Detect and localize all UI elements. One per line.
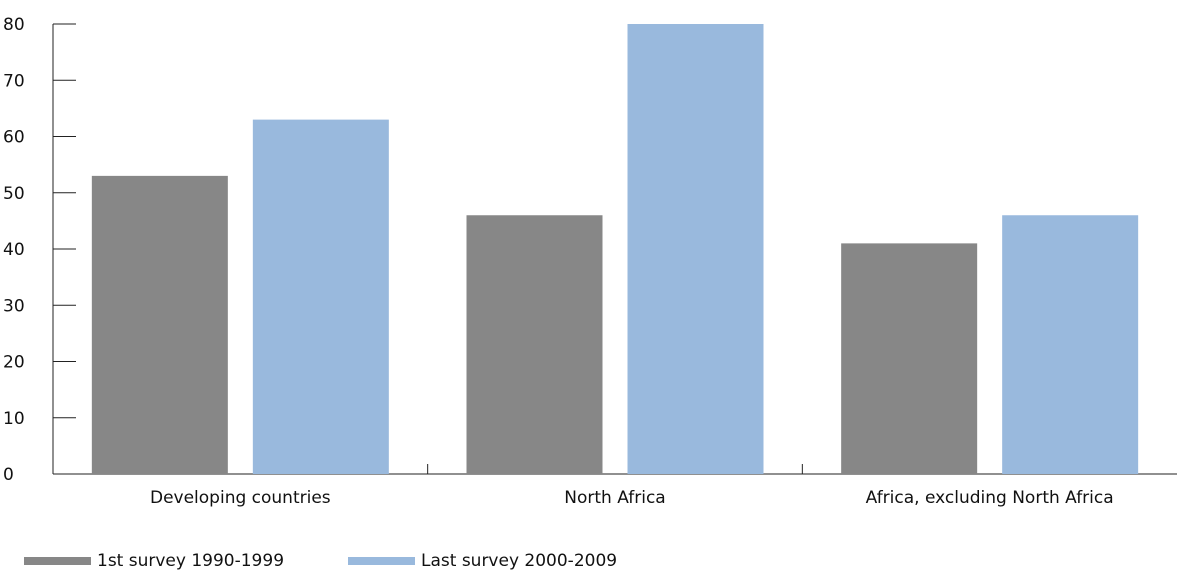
legend-label: Last survey 2000-2009	[421, 551, 617, 571]
x-category-label: Developing countries	[150, 488, 331, 508]
legend-swatch	[24, 557, 91, 565]
legend-label: 1st survey 1990-1999	[97, 551, 284, 571]
x-axis	[53, 464, 1177, 475]
legend-swatch	[348, 557, 415, 565]
y-tick-label: 70	[3, 71, 25, 91]
bar-last-survey-1	[252, 119, 389, 474]
y-tick-label: 80	[3, 15, 25, 35]
bars	[91, 24, 1139, 474]
y-tick-label: 30	[3, 296, 25, 316]
legend: 1st survey 1990-1999 Last survey 2000-200…	[24, 551, 617, 571]
y-tick-label: 60	[3, 128, 25, 148]
bar-first-survey-2	[466, 215, 603, 474]
category-labels: Developing countries North Africa Africa, …	[150, 488, 1114, 508]
y-axis: 0 10 20 30 40 50 60 70 80	[3, 15, 76, 485]
bar-last-survey-2	[627, 24, 764, 474]
bar-last-survey-3	[1002, 215, 1139, 474]
x-category-label: North Africa	[564, 488, 665, 508]
bar-first-survey-1	[91, 175, 228, 474]
x-category-label: Africa, excluding North Africa	[866, 488, 1114, 508]
y-tick-label: 40	[3, 240, 25, 260]
y-tick-label: 0	[3, 465, 14, 485]
y-tick-label: 20	[3, 353, 25, 373]
y-tick-label: 50	[3, 184, 25, 204]
bar-first-survey-3	[841, 243, 978, 474]
y-tick-label: 10	[3, 409, 25, 429]
